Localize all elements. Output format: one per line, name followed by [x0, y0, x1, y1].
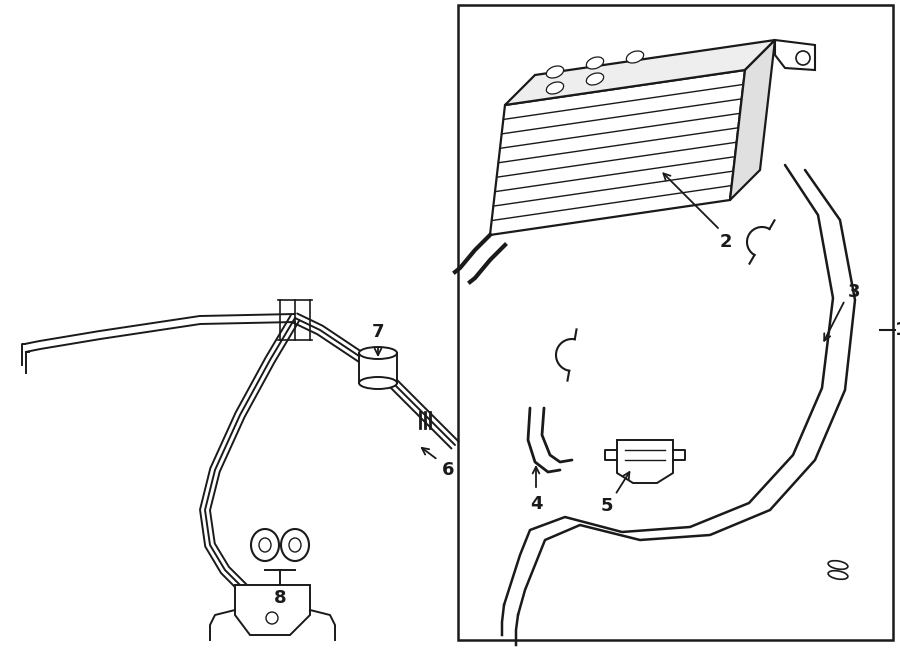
Ellipse shape — [289, 538, 301, 552]
Text: 8: 8 — [274, 589, 286, 607]
Ellipse shape — [259, 538, 271, 552]
Ellipse shape — [281, 529, 309, 561]
Text: 2: 2 — [720, 233, 733, 251]
Ellipse shape — [251, 529, 279, 561]
Ellipse shape — [626, 51, 644, 63]
Polygon shape — [490, 70, 745, 235]
Ellipse shape — [796, 51, 810, 65]
Ellipse shape — [546, 82, 563, 94]
Ellipse shape — [359, 347, 397, 359]
Ellipse shape — [359, 377, 397, 389]
Text: 6: 6 — [442, 461, 454, 479]
Text: 7: 7 — [372, 323, 384, 341]
Ellipse shape — [586, 57, 604, 69]
Ellipse shape — [828, 570, 848, 579]
Bar — [359, 353, 397, 383]
Polygon shape — [617, 440, 673, 483]
Ellipse shape — [586, 73, 604, 85]
Polygon shape — [235, 585, 310, 635]
Ellipse shape — [266, 612, 278, 624]
Polygon shape — [730, 40, 775, 200]
Text: 4: 4 — [530, 495, 542, 513]
Polygon shape — [505, 40, 775, 105]
Text: 3: 3 — [848, 283, 860, 301]
Text: 5: 5 — [601, 497, 613, 515]
Polygon shape — [775, 40, 815, 70]
Ellipse shape — [546, 66, 563, 78]
Bar — [458, 5, 893, 640]
Ellipse shape — [828, 561, 848, 569]
Text: 1: 1 — [895, 321, 900, 339]
